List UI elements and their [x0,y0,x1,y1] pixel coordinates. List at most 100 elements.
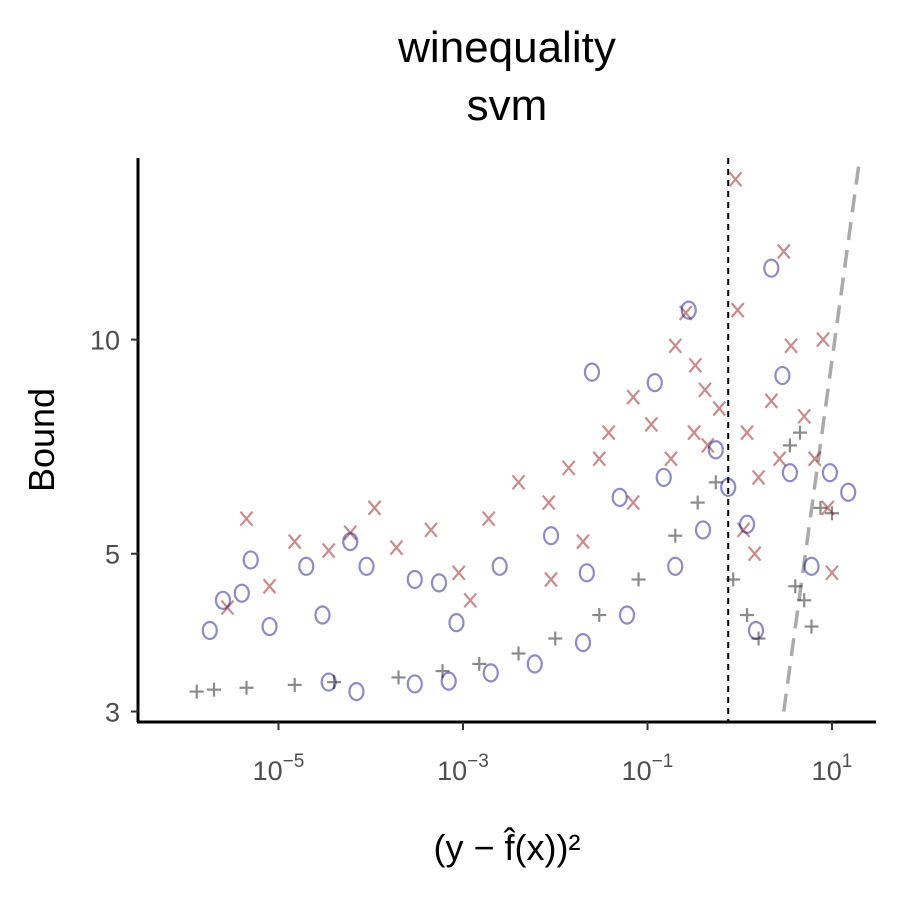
point-x-stroke [644,416,659,433]
point-x [772,451,787,467]
point-x-stroke [807,451,822,467]
point-x [644,416,659,433]
point-circle [526,654,543,674]
point-x-stroke [807,451,822,467]
point-circle [646,373,663,393]
point-circle [821,463,839,483]
point-plus [548,631,563,646]
point-circle [720,477,737,497]
point-x-stroke [511,474,526,491]
point-x [626,494,641,511]
series-2-o-markers [201,258,857,702]
point-plus [726,572,741,587]
point-x-stroke [776,243,791,260]
point-plus [740,608,755,623]
point-x-stroke [544,571,558,588]
point-x-stroke [463,592,478,609]
point-x [463,592,478,609]
point-x-stroke [740,424,754,441]
point-x [601,424,616,441]
point-x-stroke [601,424,616,441]
point-x-stroke [287,533,302,550]
point-x-stroke [825,565,839,581]
point-plus [327,675,342,690]
point-x-stroke [687,424,701,441]
point-circle [574,632,592,653]
point-x-stroke [764,393,779,409]
point-circle [618,605,636,625]
point-x-stroke [764,393,779,409]
point-x-stroke [678,305,693,321]
point-x-stroke [367,500,382,516]
point-plus [690,495,705,510]
point-x-stroke [700,437,715,454]
point-x [751,469,766,486]
point-x [544,571,558,588]
point-x [728,171,743,188]
point-x-stroke [451,565,466,581]
point-x-stroke [321,542,336,559]
point-x [764,393,779,409]
dashed-reference-curve [782,157,862,712]
point-plus [435,664,450,679]
point-x [541,494,556,511]
point-x [698,382,712,398]
point-x-stroke [728,171,743,188]
point-plus [668,528,683,543]
point-x-stroke [424,522,438,538]
point-plus [391,670,406,685]
point-circle [242,550,259,570]
point-x [668,338,683,354]
point-x-stroke [626,494,641,511]
point-x [343,525,358,541]
point-plus [592,608,607,623]
point-x [712,400,727,417]
point-plus [751,631,766,646]
point-x-stroke [561,460,576,476]
point-x-stroke [736,522,751,538]
point-x-stroke [576,533,590,550]
point-x-stroke [481,510,496,527]
point-x-stroke [820,500,835,516]
chart-title-line-2: svm [467,81,548,130]
point-circle [694,520,712,540]
point-plus [631,572,646,587]
point-plus [782,438,797,453]
plot-area [189,157,862,722]
point-circle [314,605,331,625]
point-x [626,389,641,405]
point-circle [738,514,756,534]
point-x-stroke [576,533,590,550]
point-x-stroke [820,500,835,516]
point-x-stroke [664,451,678,467]
point-x-stroke [751,469,766,486]
point-plus [239,680,254,695]
point-x-stroke [664,451,678,467]
point-x-stroke [688,357,703,374]
point-plus [472,656,487,671]
point-plus [287,677,302,692]
axis-ticks: 3 5 10 10−5 10−3 10−1 101 [90,326,852,786]
x-tick-label: 10−1 [622,751,674,786]
point-x [807,451,822,467]
point-x [451,565,466,581]
point-x [592,451,607,467]
point-x-stroke [698,382,712,398]
point-x-stroke [751,469,766,486]
point-circle [781,463,799,483]
point-x-stroke [784,338,798,354]
point-x-stroke [481,510,496,527]
x-tick-label: 10−5 [253,751,305,786]
point-x [687,424,701,441]
point-x [820,500,835,516]
point-plus [792,425,807,440]
point-circle [358,556,375,576]
point-circle [214,590,232,610]
point-x [424,522,438,538]
point-x [481,510,496,527]
point-circle [655,467,672,488]
point-circle [803,556,820,576]
point-x-stroke [688,357,703,374]
point-plus [788,579,803,594]
